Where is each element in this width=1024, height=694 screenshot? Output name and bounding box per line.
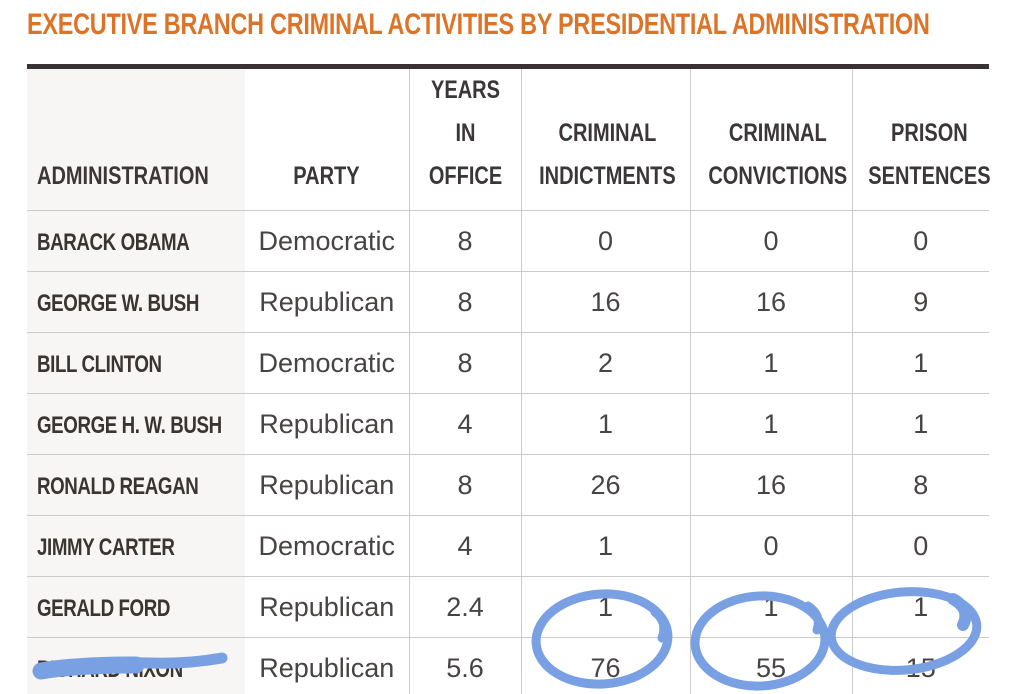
cell-party: Republican <box>245 393 409 455</box>
cell-administration: RONALD REAGAN <box>27 454 245 516</box>
cell-years-in-office: 4 <box>408 515 521 577</box>
administration-name: JIMMY CARTER <box>37 533 175 561</box>
cell-criminal-indictments: 16 <box>520 271 690 333</box>
administration-name: RONALD REAGAN <box>37 472 199 500</box>
table-row-barack-obama: BARACK OBAMA Democratic 8 0 0 0 <box>27 210 989 272</box>
cell-criminal-indictments: 76 <box>520 637 690 694</box>
cell-party: Republican <box>245 576 409 638</box>
cell-party: Republican <box>245 637 409 694</box>
col-header-years-in-office-label: YEARS IN OFFICE <box>428 76 502 190</box>
cell-years-in-office: 8 <box>408 454 521 516</box>
col-header-prison-sentences: PRISON SENTENCES <box>851 69 991 211</box>
cell-party: Republican <box>245 454 409 516</box>
cell-party: Democratic <box>245 515 409 577</box>
cell-prison-sentences: 1 <box>851 332 989 394</box>
table-row-ronald-reagan: RONALD REAGAN Republican 8 26 16 8 <box>27 454 989 516</box>
col-header-criminal-convictions-label: CRIMINAL CONVICTIONS <box>707 119 847 190</box>
col-header-criminal-convictions: CRIMINAL CONVICTIONS <box>689 69 852 211</box>
cell-criminal-convictions: 1 <box>689 576 852 638</box>
cell-prison-sentences: 15 <box>851 637 989 694</box>
cell-years-in-office: 5.6 <box>408 637 521 694</box>
cell-administration: RICHARD NIXON <box>27 637 245 694</box>
table-row-bill-clinton: BILL CLINTON Democratic 8 2 1 1 <box>27 332 989 394</box>
col-header-administration: ADMINISTRATION <box>27 69 245 211</box>
cell-prison-sentences: 1 <box>851 576 989 638</box>
page-title: EXECUTIVE BRANCH CRIMINAL ACTIVITIES BY … <box>27 8 930 41</box>
cell-criminal-convictions: 0 <box>689 515 852 577</box>
cell-years-in-office: 8 <box>408 332 521 394</box>
cell-criminal-convictions: 1 <box>689 332 852 394</box>
cell-administration: BARACK OBAMA <box>27 210 245 272</box>
cell-party: Democratic <box>245 210 409 272</box>
col-header-party-label: PARTY <box>293 162 360 190</box>
administration-name: GEORGE W. BUSH <box>37 289 199 317</box>
cell-administration: GERALD FORD <box>27 576 245 638</box>
col-header-criminal-indictments-label: CRIMINAL INDICTMENTS <box>538 119 676 190</box>
administration-name: GEORGE H. W. BUSH <box>37 411 222 439</box>
cell-criminal-indictments: 2 <box>520 332 690 394</box>
cell-criminal-convictions: 0 <box>689 210 852 272</box>
cell-criminal-indictments: 26 <box>520 454 690 516</box>
cell-administration: JIMMY CARTER <box>27 515 245 577</box>
cell-criminal-indictments: 1 <box>520 393 690 455</box>
cell-prison-sentences: 9 <box>851 271 989 333</box>
table-row-gerald-ford: GERALD FORD Republican 2.4 1 1 1 <box>27 576 989 638</box>
data-table: ADMINISTRATION PARTY YEARS IN OFFICE CRI… <box>27 69 991 694</box>
cell-criminal-indictments: 1 <box>520 576 690 638</box>
col-header-years-in-office: YEARS IN OFFICE <box>408 69 521 211</box>
cell-criminal-convictions: 16 <box>689 271 852 333</box>
administration-name: BARACK OBAMA <box>37 228 190 256</box>
cell-criminal-convictions: 1 <box>689 393 852 455</box>
table-row-jimmy-carter: JIMMY CARTER Democratic 4 1 0 0 <box>27 515 989 577</box>
cell-party: Democratic <box>245 332 409 394</box>
cell-years-in-office: 8 <box>408 271 521 333</box>
col-header-administration-label: ADMINISTRATION <box>37 162 209 190</box>
cell-party: Republican <box>245 271 409 333</box>
cell-criminal-convictions: 16 <box>689 454 852 516</box>
administration-name: BILL CLINTON <box>37 350 162 378</box>
administration-name: RICHARD NIXON <box>37 655 183 683</box>
cell-prison-sentences: 1 <box>851 393 989 455</box>
cell-criminal-convictions: 55 <box>689 637 852 694</box>
cell-years-in-office: 8 <box>408 210 521 272</box>
col-header-prison-sentences-label: PRISON SENTENCES <box>867 119 991 190</box>
cell-prison-sentences: 0 <box>851 515 989 577</box>
cell-years-in-office: 4 <box>408 393 521 455</box>
cell-years-in-office: 2.4 <box>408 576 521 638</box>
header-row: ADMINISTRATION PARTY YEARS IN OFFICE CRI… <box>27 69 991 211</box>
cell-prison-sentences: 8 <box>851 454 989 516</box>
col-header-criminal-indictments: CRIMINAL INDICTMENTS <box>520 69 690 211</box>
table-row-george-h-w-bush: GEORGE H. W. BUSH Republican 4 1 1 1 <box>27 393 989 455</box>
table-row-richard-nixon: RICHARD NIXON Republican 5.6 76 55 15 <box>27 637 989 694</box>
criminal-activities-table: ADMINISTRATION PARTY YEARS IN OFFICE CRI… <box>27 64 991 694</box>
cell-criminal-indictments: 1 <box>520 515 690 577</box>
table-row-george-w-bush: GEORGE W. BUSH Republican 8 16 16 9 <box>27 271 989 333</box>
cell-prison-sentences: 0 <box>851 210 989 272</box>
cell-administration: GEORGE W. BUSH <box>27 271 245 333</box>
cell-administration: GEORGE H. W. BUSH <box>27 393 245 455</box>
table-top-border <box>27 64 989 69</box>
cell-administration: BILL CLINTON <box>27 332 245 394</box>
administration-name: GERALD FORD <box>37 594 170 622</box>
col-header-party: PARTY <box>245 69 409 211</box>
cell-criminal-indictments: 0 <box>520 210 690 272</box>
